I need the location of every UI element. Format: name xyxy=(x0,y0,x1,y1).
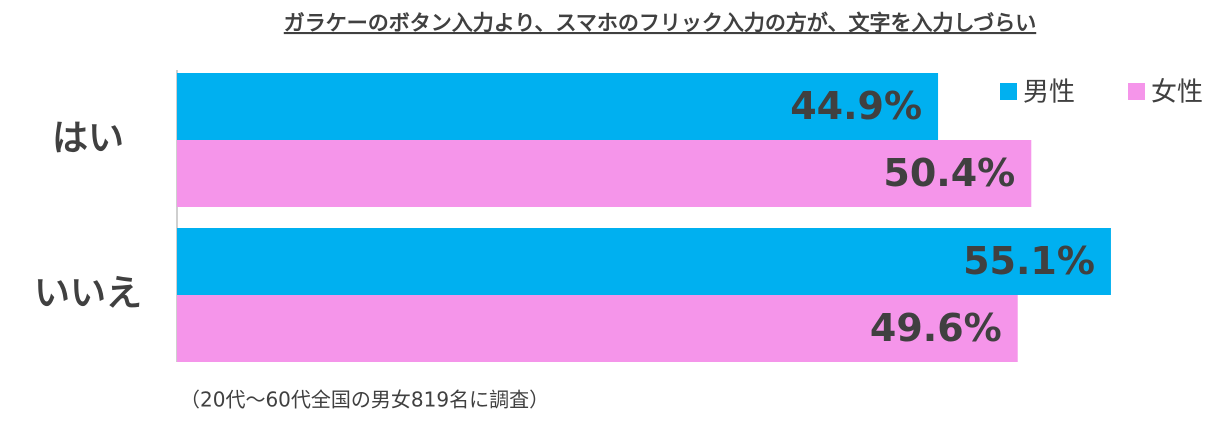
legend-swatch xyxy=(1128,83,1145,100)
value-label: 44.9% xyxy=(790,84,922,128)
bar xyxy=(177,228,1111,295)
bar xyxy=(177,295,1018,362)
category-label: いいえ xyxy=(34,273,142,314)
category-label: はい xyxy=(52,118,124,159)
value-label: 49.6% xyxy=(870,306,1002,350)
value-label: 55.1% xyxy=(963,239,1095,283)
bar xyxy=(177,140,1032,207)
value-label: 50.4% xyxy=(883,151,1015,195)
legend-label: 男性 xyxy=(1023,78,1075,108)
bar xyxy=(177,73,939,140)
footnote: （20代～60代全国の男女819名に調査） xyxy=(180,388,549,412)
legend-swatch xyxy=(1000,83,1017,100)
chart-title: ガラケーのボタン入力より、スマホのフリック入力の方が、文字を入力しづらい xyxy=(284,11,1036,35)
legend-label: 女性 xyxy=(1151,78,1203,108)
